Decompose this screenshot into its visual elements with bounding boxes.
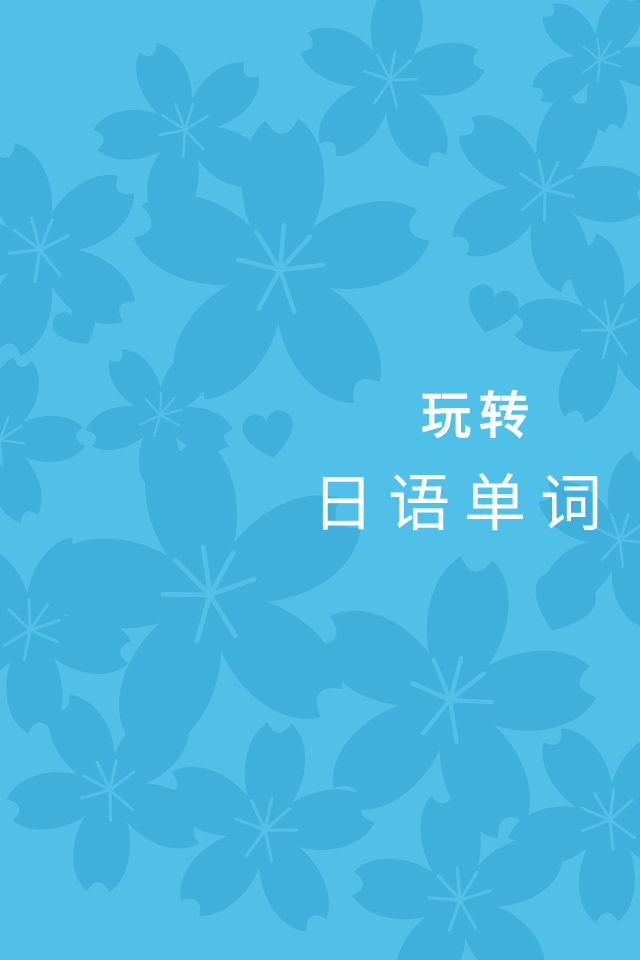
title-line-2: 日语单词 xyxy=(311,467,616,540)
title-line-1: 玩转 xyxy=(421,387,537,445)
